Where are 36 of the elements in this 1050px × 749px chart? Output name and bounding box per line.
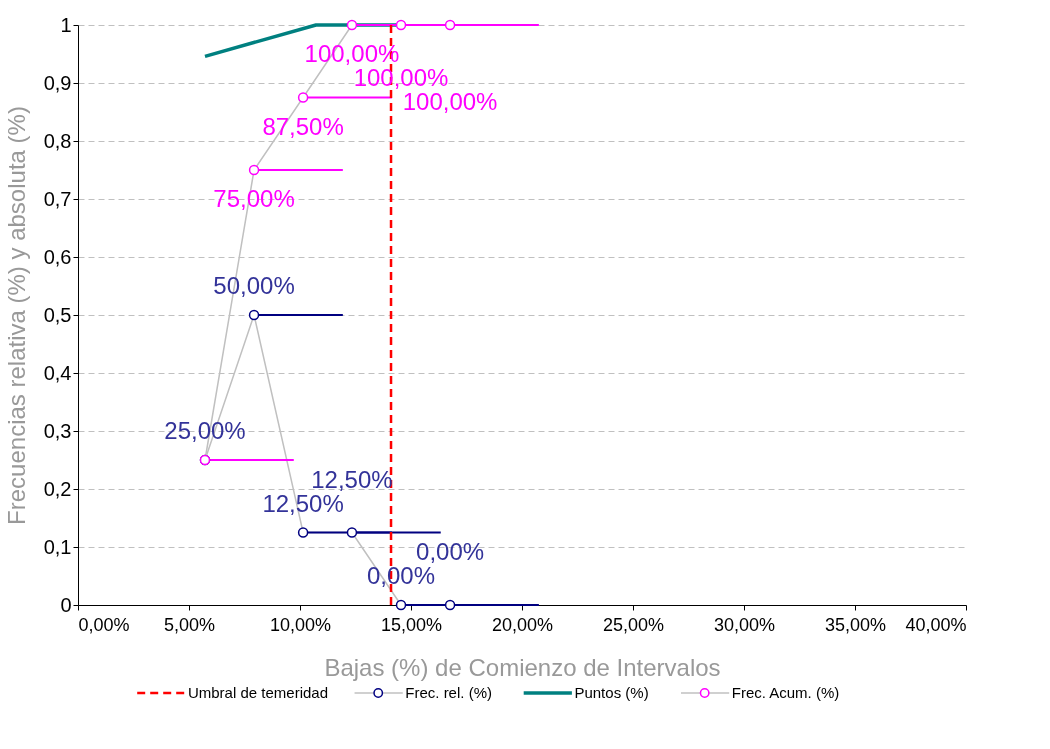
y-axis-title: Frecuencias relativa (%) y absoluta (%)	[2, 106, 30, 525]
x-tick-label: 20,00%	[491, 614, 554, 635]
y-tick-label: 0,4	[43, 361, 72, 384]
x-tick-label: 30,00%	[713, 614, 776, 635]
x-tick-label: 25,00%	[602, 614, 665, 635]
legend-label: Frec. Acum. (%)	[731, 684, 840, 701]
y-tick-label: 0,3	[43, 419, 72, 442]
y-tick-label: 0,7	[43, 187, 72, 210]
y-tick-label: 0,2	[43, 477, 72, 500]
data-label: 0,00%	[366, 562, 436, 589]
y-tick-label: 1	[60, 13, 72, 36]
x-axis-title: Bajas (%) de Comienzo de Intervalos	[324, 653, 721, 681]
y-tick-label: 0,1	[43, 535, 72, 558]
data-label: 50,00%	[213, 272, 295, 299]
data-label: 25,00%	[164, 417, 246, 444]
data-label: 0,00%	[416, 538, 485, 565]
legend-label: Umbral de temeridad	[187, 684, 329, 701]
y-tick-label: 0	[60, 593, 72, 616]
legend-label: Puntos (%)	[574, 684, 649, 701]
legend-label: Frec. rel. (%)	[405, 684, 492, 701]
x-tick-label: 0,00%	[78, 614, 130, 635]
y-tick-label: 0,5	[43, 303, 72, 326]
y-tick-label: 0,6	[43, 245, 72, 268]
x-tick-label: 15,00%	[380, 614, 443, 635]
x-tick-label: 10,00%	[269, 614, 332, 635]
data-label: 100,00%	[304, 40, 400, 67]
y-tick-label: 0,8	[43, 129, 72, 152]
data-label: 100,00%	[353, 64, 449, 91]
x-tick-label: 35,00%	[824, 614, 887, 635]
data-label: 12,50%	[311, 465, 393, 493]
x-tick-label: 40,00%	[905, 614, 967, 635]
data-label: 100,00%	[402, 88, 498, 115]
data-label: 75,00%	[213, 185, 295, 212]
data-label: 87,50%	[262, 112, 344, 140]
y-tick-label: 0,9	[43, 71, 72, 94]
x-tick-label: 5,00%	[163, 614, 216, 635]
